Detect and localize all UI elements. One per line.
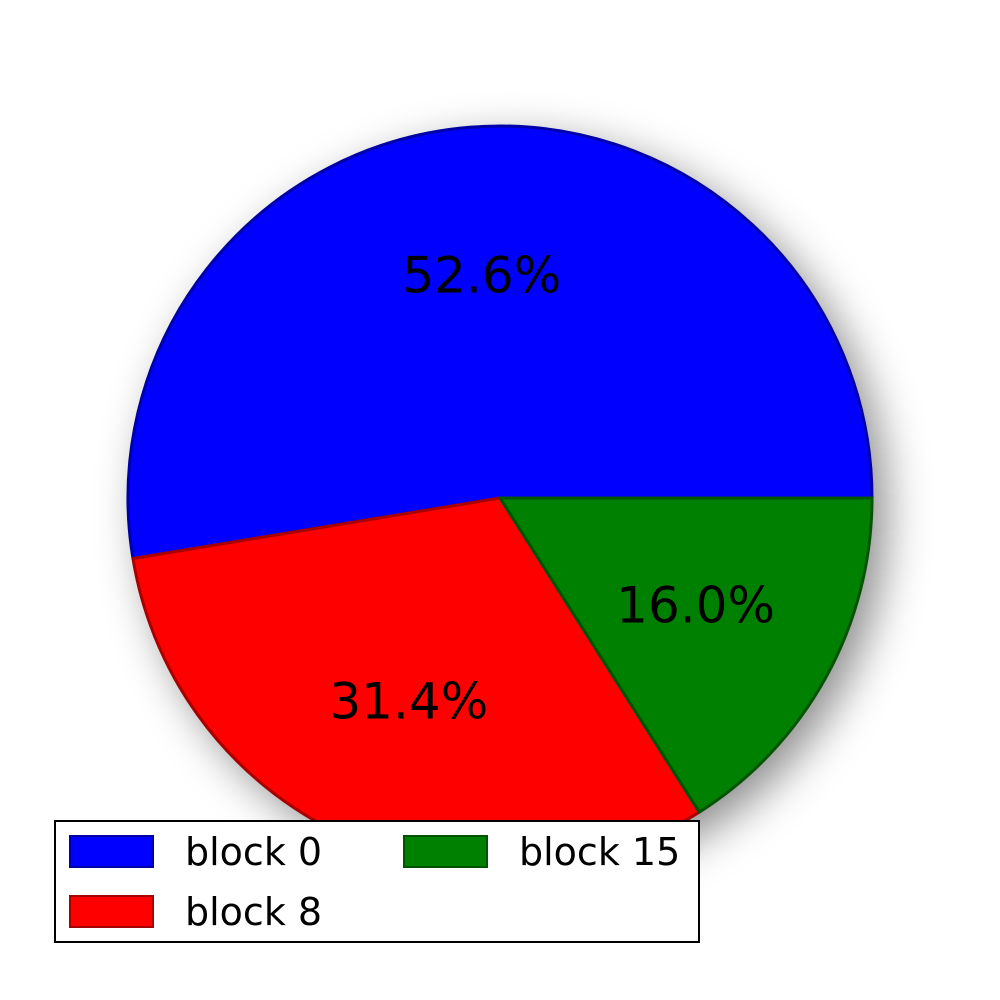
pie-slice-block-15 — [498, 496, 874, 814]
pie-percent-labels: 52.6% 31.4% 16.0% — [329, 247, 775, 731]
pie-slice-block-0 — [126, 124, 874, 561]
legend-label-block-0: block 0 — [185, 830, 322, 874]
legend-swatch-block-8 — [69, 895, 154, 928]
pie-slices — [126, 124, 874, 872]
legend-frame — [54, 820, 700, 943]
pie-label-block-15: 16.0% — [616, 577, 775, 635]
legend: block 0 block 8 block 15 — [54, 820, 700, 943]
pie-label-block-0: 52.6% — [402, 247, 561, 305]
legend-swatch-block-0 — [69, 835, 154, 868]
pie-label-block-8: 31.4% — [329, 673, 488, 731]
legend-swatch-block-15 — [403, 835, 488, 868]
legend-label-block-15: block 15 — [519, 830, 680, 874]
legend-label-block-8: block 8 — [185, 890, 322, 934]
